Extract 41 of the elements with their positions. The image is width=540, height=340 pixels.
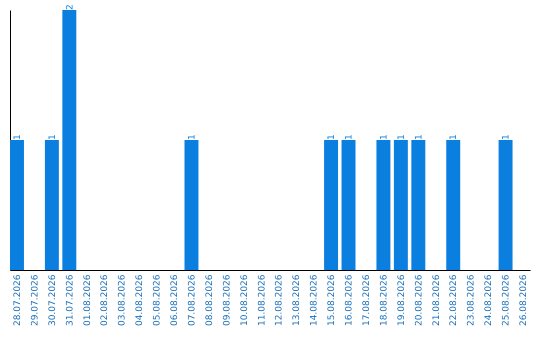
x-tick-label: 05.08.2026 [152, 274, 163, 326]
x-tick-label: 11.08.2026 [257, 274, 268, 326]
x-tick-label: 25.08.2026 [502, 274, 512, 326]
x-tick-label: 26.08.2026 [519, 274, 530, 326]
data-label: 1 [449, 134, 460, 140]
x-tick-label: 31.07.2026 [65, 274, 76, 326]
x-tick-label: 30.07.2026 [48, 274, 58, 326]
x-tick-label: 21.08.2026 [432, 274, 442, 326]
x-tick-label: 14.08.2026 [310, 274, 320, 326]
x-tick-label: 15.08.2026 [327, 274, 338, 326]
x-tick-label: 29.07.2026 [30, 274, 40, 326]
data-label: 1 [414, 134, 424, 140]
data-label: 2 [65, 4, 76, 10]
data-label: 1 [187, 134, 198, 140]
x-tick-label: 03.08.2026 [118, 274, 128, 326]
x-tick-label: 01.08.2026 [82, 274, 93, 326]
x-tick-label: 17.08.2026 [362, 274, 372, 326]
x-tick-label: 18.08.2026 [379, 274, 390, 326]
data-label: 1 [379, 134, 390, 140]
x-tick-label: 22.08.2026 [449, 274, 460, 326]
x-tick-label: 16.08.2026 [344, 274, 355, 326]
data-label: 1 [502, 134, 512, 140]
x-tick-label: 08.08.2026 [204, 274, 215, 326]
x-tick-label: 12.08.2026 [274, 274, 285, 326]
x-tick-label: 09.08.2026 [222, 274, 232, 326]
data-label: 1 [396, 134, 407, 140]
x-tick-label: 19.08.2026 [396, 274, 407, 326]
x-tick-label: 23.08.2026 [466, 274, 477, 326]
x-tick-label: 28.07.2026 [12, 274, 23, 326]
data-label: 1 [48, 134, 58, 140]
data-label: 1 [344, 134, 355, 140]
x-tick-label: 04.08.2026 [135, 274, 146, 326]
x-tick-label: 20.08.2026 [414, 274, 424, 326]
x-tick-label: 24.08.2026 [484, 274, 494, 326]
data-label: 1 [12, 134, 23, 140]
x-tick-label: 06.08.2026 [170, 274, 180, 326]
x-tick-label: 13.08.2026 [292, 274, 302, 326]
data-label: 1 [327, 134, 338, 140]
x-tick-label: 07.08.2026 [187, 274, 198, 326]
x-tick-label: 10.08.2026 [240, 274, 250, 326]
x-tick-label: 02.08.2026 [100, 274, 110, 326]
